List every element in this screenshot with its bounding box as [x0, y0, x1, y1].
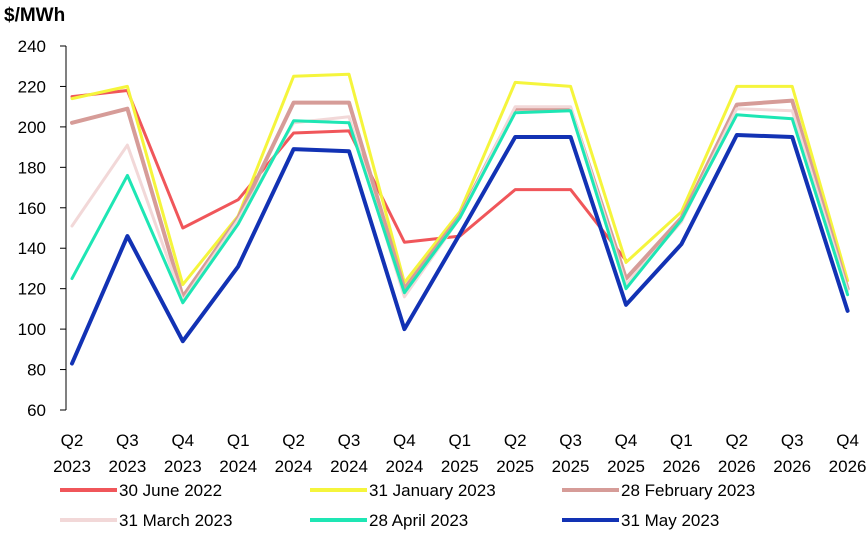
series-line-2	[70, 72, 850, 287]
legend-label: 31 May 2023	[621, 511, 719, 530]
y-tick-label: 240	[18, 37, 46, 56]
legend-label: 31 March 2023	[119, 511, 232, 530]
x-tick-label-year: 2026	[829, 457, 867, 476]
x-tick-label-year: 2024	[275, 457, 313, 476]
series-line-3	[70, 98, 850, 299]
x-tick-label-year: 2026	[662, 457, 700, 476]
y-tick-label: 200	[18, 118, 46, 137]
x-tick-label-quarter: Q3	[781, 431, 804, 450]
x-tick-label-quarter: Q3	[559, 431, 582, 450]
series-line-1	[70, 89, 628, 262]
y-axis-title: $/MWh	[4, 5, 65, 26]
legend-label: 28 April 2023	[369, 511, 468, 530]
y-tick-label: 160	[18, 199, 46, 218]
y-tick-label: 60	[27, 401, 46, 420]
x-tick-label-year: 2025	[496, 457, 534, 476]
x-tick-label-year: 2025	[441, 457, 479, 476]
y-tick-label: 80	[27, 361, 46, 380]
x-tick-label-quarter: Q1	[670, 431, 693, 450]
x-tick-label-quarter: Q4	[836, 431, 859, 450]
x-tick-label-quarter: Q1	[227, 431, 250, 450]
x-tick-label-year: 2023	[53, 457, 91, 476]
axes: 60 80 100 120 140 160 180 200 220 240 Q2 2023 Q3 2023…	[18, 37, 867, 476]
series-lines	[70, 72, 850, 366]
x-tick-label-year: 2025	[552, 457, 590, 476]
y-tick-label: 120	[18, 280, 46, 299]
y-tick-label: 220	[18, 77, 46, 96]
y-tick-label: 180	[18, 158, 46, 177]
x-tick-label-quarter: Q4	[393, 431, 416, 450]
x-tick-label-quarter: Q4	[615, 431, 638, 450]
x-tick-label-quarter: Q4	[171, 431, 194, 450]
x-tick-label-quarter: Q2	[504, 431, 527, 450]
legend: 30 June 2022 31 January 2023 28 February 2…	[60, 481, 755, 530]
y-tick-label: 100	[18, 320, 46, 339]
x-tick-label-year: 2025	[607, 457, 645, 476]
series-line-4	[70, 105, 850, 303]
x-tick-label-year: 2026	[718, 457, 756, 476]
series-line-5	[70, 109, 850, 305]
x-tick-label-year: 2024	[219, 457, 257, 476]
y-tick-label: 140	[18, 239, 46, 258]
legend-label: 28 February 2023	[621, 481, 755, 500]
x-tick-label-year: 2023	[108, 457, 146, 476]
legend-label: 30 June 2022	[119, 481, 222, 500]
x-tick-label-quarter: Q3	[338, 431, 361, 450]
x-tick-label-quarter: Q2	[61, 431, 84, 450]
series-line-6	[70, 133, 850, 366]
x-tick-label-quarter: Q2	[282, 431, 305, 450]
x-tick-label-quarter: Q3	[116, 431, 139, 450]
x-tick-label-year: 2024	[330, 457, 368, 476]
x-tick-label-quarter: Q2	[725, 431, 748, 450]
x-tick-label-year: 2023	[164, 457, 202, 476]
x-tick-label-year: 2026	[773, 457, 811, 476]
x-tick-label-year: 2024	[385, 457, 423, 476]
x-tick-label-quarter: Q1	[448, 431, 471, 450]
legend-label: 31 January 2023	[369, 481, 496, 500]
